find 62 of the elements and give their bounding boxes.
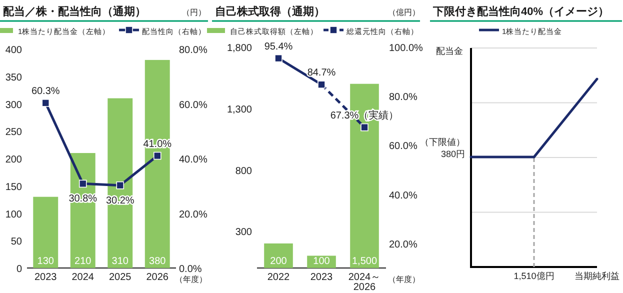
chart-title: 自己株式取得（通期） <box>215 5 325 18</box>
y-tick-label: 50 <box>10 236 22 248</box>
x-tick-label: 当期純利益 <box>574 271 620 281</box>
point <box>274 54 282 62</box>
data-label: 130 <box>37 256 54 267</box>
y2-tick-label: 100.0% <box>389 43 424 54</box>
data-label: 210 <box>74 256 92 267</box>
y-tick-label: 150 <box>5 182 22 193</box>
point <box>153 152 162 160</box>
chart-title: 配当／株・配当性向（通期） <box>3 5 146 18</box>
y2-tick-label: 60.0% <box>179 100 208 111</box>
y2-tick-label: 20.0% <box>389 239 418 250</box>
y2-tick-label: 20.0% <box>179 209 208 220</box>
y2-tick-label: 40.0% <box>179 154 208 166</box>
data-label: 1,500 <box>352 256 378 267</box>
data-label: 200 <box>270 256 288 267</box>
y-tick-label: 350 <box>5 72 22 84</box>
bar <box>144 60 170 268</box>
point <box>116 181 124 190</box>
bar <box>33 196 58 268</box>
data-label: 100 <box>313 256 330 267</box>
y-tick-label: 300 <box>5 100 22 111</box>
y-tick-label: 300 <box>235 227 252 238</box>
point <box>360 123 368 132</box>
text: （年度） <box>175 275 207 284</box>
text: （円） <box>182 8 206 17</box>
x-tick-label: 2022 <box>267 272 290 283</box>
y-tick-label: 100 <box>5 209 22 220</box>
chart-title: 下限付き配当性向40%（イメージ） <box>432 5 610 18</box>
y-tick-label: 400 <box>5 45 22 56</box>
data-label: 84.7% <box>307 68 336 79</box>
data-label: 60.3% <box>31 86 60 97</box>
y2-tick-label: 60.0% <box>389 141 418 152</box>
text: （億円） <box>388 8 420 17</box>
point <box>78 180 87 188</box>
x-tick-label: 2024～ 2026 <box>348 272 381 293</box>
y2-tick-label: 80.0% <box>179 45 208 56</box>
x-tick-label: 2026 <box>146 272 169 283</box>
x-tick-label: 2023 <box>310 272 334 283</box>
data-label: 310 <box>112 256 129 267</box>
y-tick-label: 0 <box>16 264 22 275</box>
x-tick-label: 2024 <box>72 272 94 283</box>
data-label: 380 <box>149 256 166 267</box>
point <box>42 99 50 107</box>
y2-tick-label: 80.0% <box>389 92 418 104</box>
y-tick-label: 800 <box>235 166 252 177</box>
y-tick-label: 1,800 <box>226 43 252 54</box>
y2-tick-label: 40.0% <box>389 190 418 202</box>
text: （下限値） 380円 <box>420 137 465 159</box>
bar <box>108 98 133 268</box>
x-tick-label: 2023 <box>34 272 58 283</box>
y-tick-label: 250 <box>5 127 22 138</box>
x-tick-label: 1,510億円 <box>514 271 554 281</box>
y-axis-title: 配当金 <box>436 46 463 56</box>
bar <box>264 243 293 268</box>
point <box>318 80 326 88</box>
y-tick-label: 200 <box>5 154 22 166</box>
text: （年度） <box>388 275 420 284</box>
x-tick-label: 2025 <box>109 272 132 283</box>
data-label: 95.4% <box>264 41 293 52</box>
y2-tick-label: 0.0% <box>179 264 202 275</box>
y-tick-label: 1,300 <box>226 104 252 116</box>
